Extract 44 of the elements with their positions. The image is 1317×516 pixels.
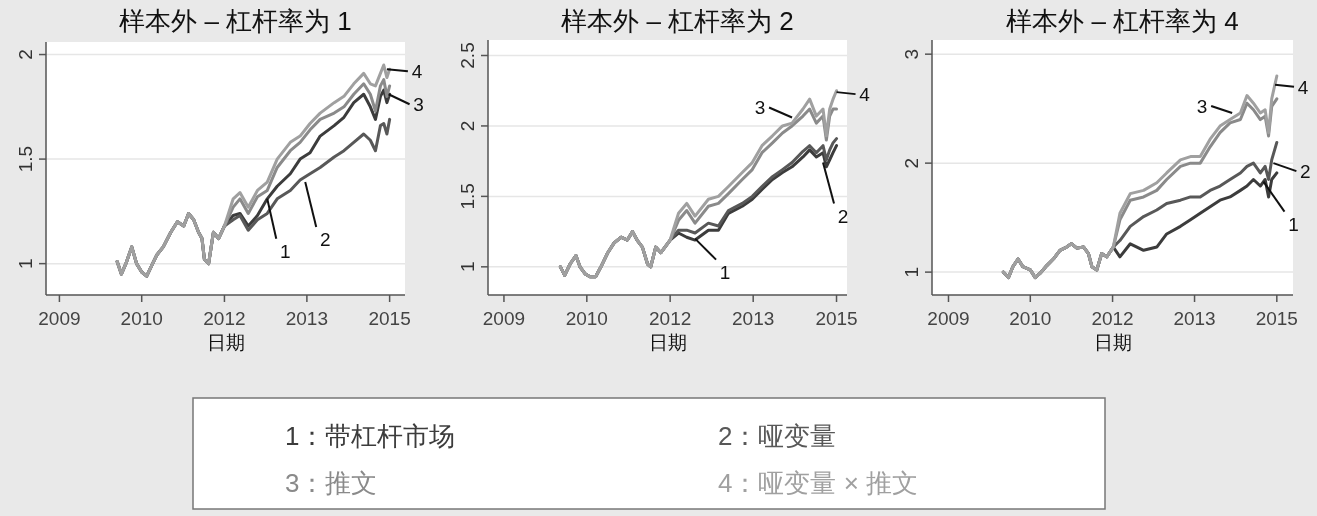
y-tick-label: 1 xyxy=(457,261,478,273)
x-tick-label: 2015 xyxy=(368,308,411,329)
x-tick-label: 2012 xyxy=(1091,308,1134,329)
annotation: 4 xyxy=(859,84,871,106)
annotation: 3 xyxy=(413,94,424,116)
x-tick-label: 2015 xyxy=(1255,308,1298,329)
chart-title: 样本外 – 杠杆率为 1 xyxy=(119,6,352,36)
y-tick-label: 2.5 xyxy=(457,42,478,69)
y-tick-label: 1 xyxy=(901,266,922,278)
x-tick-label: 2010 xyxy=(565,308,608,329)
chart-title: 样本外 – 杠杆率为 4 xyxy=(1006,6,1239,36)
x-tick-label: 2013 xyxy=(732,308,775,329)
annotation: 1 xyxy=(719,261,731,283)
x-axis-title: 日期 xyxy=(206,332,245,353)
y-tick-label: 1.5 xyxy=(15,145,36,173)
y-tick-label: 2 xyxy=(901,157,922,169)
annotation: 2 xyxy=(837,205,849,227)
annotation: 2 xyxy=(319,229,331,251)
annotation: 4 xyxy=(1297,76,1309,98)
x-tick-label: 2015 xyxy=(815,308,858,329)
annotation: 1 xyxy=(1288,213,1299,235)
x-tick-label: 2010 xyxy=(1009,308,1052,329)
chart-title: 样本外 – 杠杆率为 2 xyxy=(561,6,794,36)
x-tick-label: 2013 xyxy=(1173,308,1216,329)
x-tick-label: 2009 xyxy=(38,308,81,329)
annotation: 3 xyxy=(754,97,766,119)
y-tick-label: 1.5 xyxy=(457,183,478,210)
y-tick-label: 1 xyxy=(15,258,36,269)
x-tick-label: 2009 xyxy=(927,308,970,329)
y-tick-label: 2 xyxy=(15,49,36,60)
annotation: 2 xyxy=(1300,161,1311,183)
x-tick-label: 2012 xyxy=(649,308,692,329)
x-axis-title: 日期 xyxy=(1093,332,1132,353)
legend: 1：带杠杆市场 2：哑变量 3：推文 4：哑变量 × 推文 xyxy=(192,397,1106,510)
y-tick-label: 3 xyxy=(901,48,922,60)
x-tick-label: 2013 xyxy=(285,308,329,329)
y-tick-label: 2 xyxy=(457,120,478,132)
annotation: 3 xyxy=(1196,96,1208,118)
x-tick-label: 2009 xyxy=(482,308,526,329)
annotation: 4 xyxy=(411,61,423,83)
x-axis-title: 日期 xyxy=(648,332,687,353)
annotation: 1 xyxy=(279,240,291,262)
x-tick-label: 2012 xyxy=(203,308,246,329)
x-tick-label: 2010 xyxy=(120,308,163,329)
